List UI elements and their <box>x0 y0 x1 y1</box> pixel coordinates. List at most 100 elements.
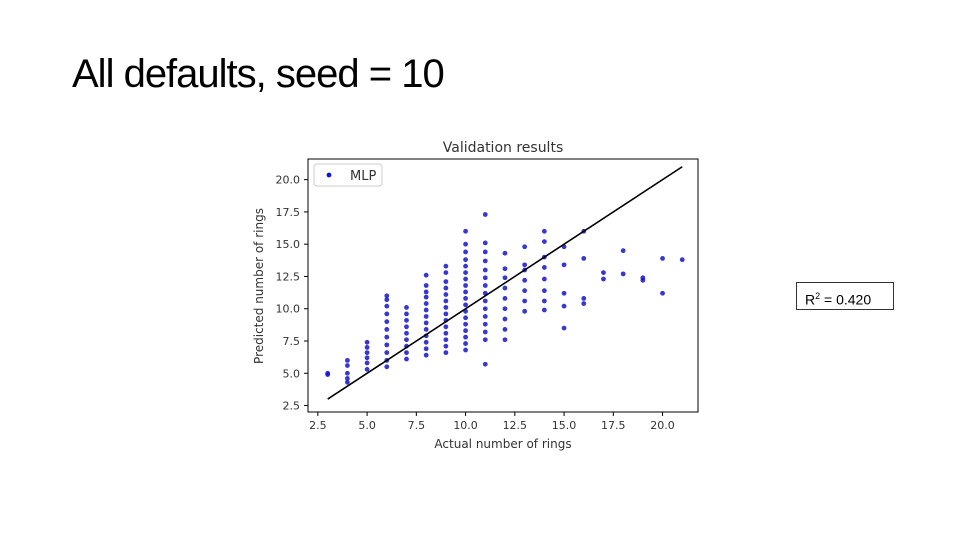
r-squared-value: = 0.420 <box>820 291 872 308</box>
data-point <box>541 265 547 270</box>
data-point <box>443 292 449 297</box>
data-point <box>404 356 409 362</box>
data-point <box>463 249 468 255</box>
data-point <box>502 326 508 332</box>
data-point <box>423 320 429 326</box>
data-point <box>325 370 331 376</box>
plot-frame <box>307 158 699 413</box>
data-point <box>482 337 488 343</box>
data-point <box>502 285 508 291</box>
data-point <box>541 239 547 245</box>
data-point <box>502 266 508 272</box>
data-point <box>443 305 449 310</box>
legend: MLP <box>313 163 383 187</box>
legend-marker <box>326 172 332 178</box>
data-point <box>463 328 468 334</box>
data-point <box>463 263 468 269</box>
data-point <box>463 257 468 263</box>
data-point <box>443 324 449 330</box>
data-point <box>502 250 508 256</box>
data-point <box>502 316 508 322</box>
x-tick-label: 20.0 <box>650 419 675 432</box>
data-point <box>561 290 567 296</box>
data-point <box>443 270 449 275</box>
data-point <box>404 350 409 356</box>
data-point <box>443 298 449 304</box>
data-point <box>541 228 547 234</box>
data-point <box>364 367 370 372</box>
data-point <box>404 337 409 343</box>
y-tick-label: 17.5 <box>276 206 301 219</box>
data-point <box>463 315 468 321</box>
y-tick-label: 20.0 <box>276 174 301 187</box>
data-point <box>463 228 468 234</box>
data-point <box>404 311 409 317</box>
data-point <box>443 311 449 317</box>
data-point <box>384 350 390 356</box>
data-point <box>640 275 646 281</box>
data-point <box>482 258 488 264</box>
data-point <box>482 314 488 319</box>
x-tick-label: 7.5 <box>408 419 426 432</box>
x-tick-label: 12.5 <box>503 419 528 432</box>
data-point <box>384 293 390 299</box>
data-point <box>581 301 587 306</box>
data-point <box>601 276 606 282</box>
data-point <box>423 314 429 319</box>
data-point <box>541 288 547 294</box>
data-point <box>344 363 350 368</box>
data-point <box>443 285 449 291</box>
data-point <box>443 279 449 285</box>
data-point <box>581 255 587 261</box>
data-point <box>522 308 528 314</box>
data-point <box>443 343 449 349</box>
data-point <box>660 290 665 296</box>
data-point <box>482 267 488 273</box>
data-point <box>384 303 390 309</box>
data-point <box>463 283 468 288</box>
x-axis-label: Actual number of rings <box>434 437 571 451</box>
data-point <box>344 370 350 376</box>
data-point <box>522 277 528 283</box>
data-point <box>522 244 528 250</box>
data-point <box>463 296 468 301</box>
data-point <box>344 376 350 381</box>
data-point <box>561 303 567 309</box>
data-point <box>463 302 468 308</box>
data-point <box>404 330 409 336</box>
data-point <box>561 325 567 331</box>
data-point <box>463 270 468 275</box>
data-point <box>423 346 429 352</box>
data-point <box>620 271 626 277</box>
r-squared-label: R <box>805 291 816 308</box>
data-point <box>364 345 370 350</box>
points-layer <box>325 212 685 385</box>
data-point <box>443 350 449 356</box>
data-point <box>561 262 567 268</box>
data-point <box>384 319 390 325</box>
scatter-chart: Validation results 2.5 5.0 7.5 10.0 12.5 15.0… <box>252 140 699 451</box>
data-point <box>384 364 390 370</box>
y-tick-label: 7.5 <box>283 335 301 348</box>
y-tick-label: 5.0 <box>283 367 301 380</box>
data-point <box>384 311 390 317</box>
data-point <box>482 283 488 288</box>
data-point <box>423 272 429 278</box>
data-point <box>541 307 547 313</box>
data-point <box>660 255 665 261</box>
data-point <box>463 276 468 282</box>
x-tick-label: 17.5 <box>601 419 626 432</box>
data-point <box>404 305 409 310</box>
data-point <box>423 352 429 358</box>
data-point <box>482 212 488 217</box>
legend-label: MLP <box>350 169 376 184</box>
data-point <box>482 275 488 281</box>
data-point <box>423 283 429 288</box>
data-point <box>364 360 370 366</box>
data-point <box>482 361 488 367</box>
data-point <box>482 329 488 335</box>
data-point <box>423 307 429 313</box>
data-point <box>463 321 468 327</box>
data-point <box>522 288 528 294</box>
data-point <box>344 379 350 385</box>
